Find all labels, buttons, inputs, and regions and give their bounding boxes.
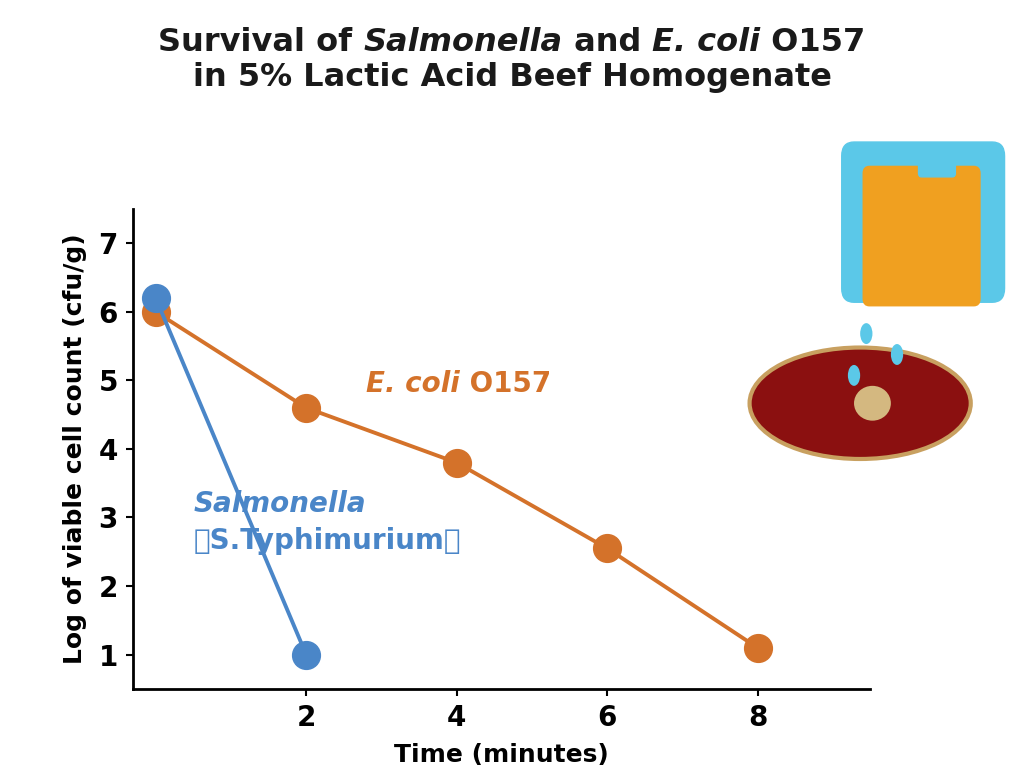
Ellipse shape: [848, 365, 860, 385]
FancyBboxPatch shape: [919, 146, 955, 176]
X-axis label: Time (minutes): Time (minutes): [394, 743, 609, 767]
Text: E. coli: E. coli: [367, 370, 460, 398]
Text: O157: O157: [761, 27, 865, 58]
Text: O157: O157: [460, 370, 551, 398]
Ellipse shape: [854, 385, 891, 421]
Text: Survival of: Survival of: [159, 27, 364, 58]
FancyBboxPatch shape: [842, 142, 1005, 302]
Y-axis label: Log of viable cell count (cfu/g): Log of viable cell count (cfu/g): [63, 234, 87, 664]
Text: E. coli: E. coli: [652, 27, 761, 58]
Text: and: and: [563, 27, 652, 58]
Ellipse shape: [750, 348, 971, 459]
FancyBboxPatch shape: [863, 166, 980, 306]
Ellipse shape: [860, 323, 872, 344]
Ellipse shape: [891, 344, 903, 365]
Text: in 5% Lactic Acid Beef Homogenate: in 5% Lactic Acid Beef Homogenate: [193, 62, 831, 93]
Text: Salmonella: Salmonella: [364, 27, 563, 58]
Text: （S.Typhimurium）: （S.Typhimurium）: [194, 527, 461, 556]
Text: Salmonella: Salmonella: [194, 490, 366, 518]
